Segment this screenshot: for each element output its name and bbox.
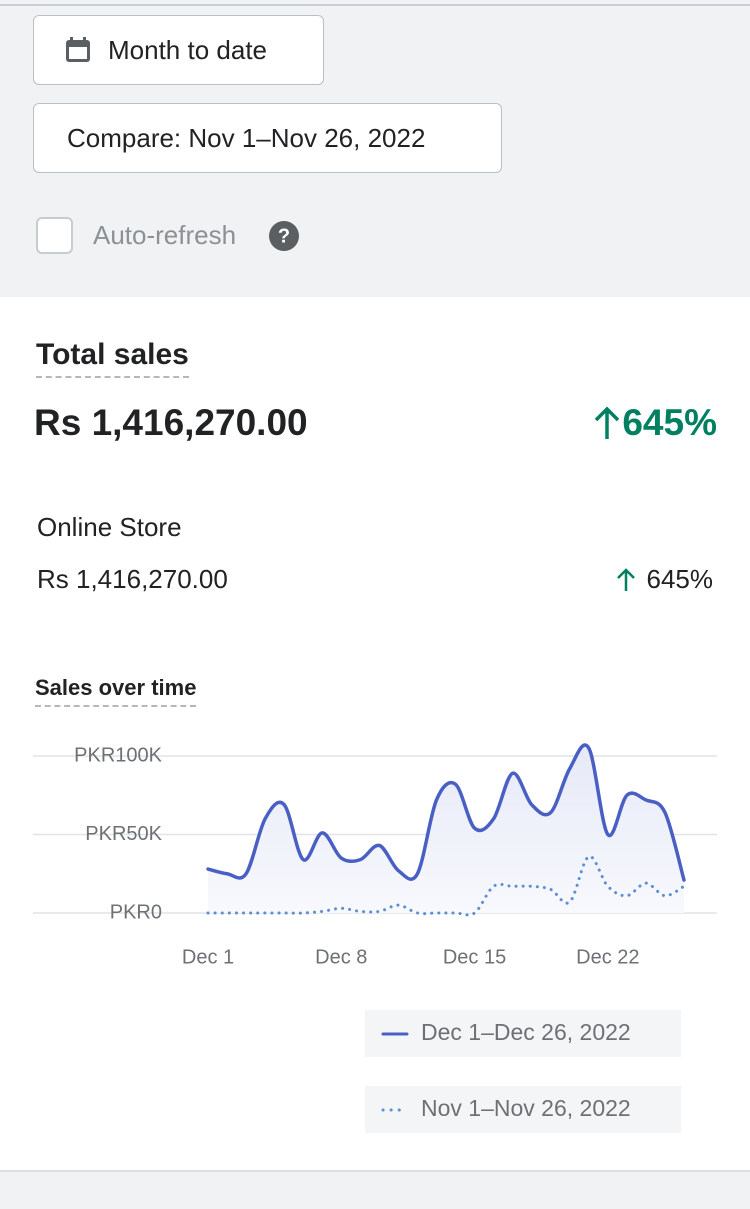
series-line [206,854,686,917]
x-tick-label: Dec 22 [576,946,639,968]
y-tick-label: PKR50K [85,823,162,845]
auto-refresh-label: Auto-refresh [93,220,237,250]
compare-label: Compare: Nov 1–Nov 26, 2022 [67,122,426,153]
up-arrow [595,406,620,439]
legend-label: Nov 1–Nov 26, 2022 [421,1095,631,1121]
series-line [206,743,686,882]
legend-item [365,1086,681,1133]
x-tick-label: Dec 1 [182,946,234,968]
channel-name: Online Store [37,512,182,542]
x-tick-label: Dec 15 [443,946,506,968]
auto-refresh-checkbox[interactable] [36,217,73,254]
svg-text:?: ? [278,225,290,247]
up-arrow [616,567,635,591]
legend-label: Dec 1–Dec 26, 2022 [421,1019,631,1045]
card-title: Total sales [36,338,189,378]
channel-value: Rs 1,416,270.00 [37,564,228,594]
area [208,745,684,913]
top-border [0,4,750,6]
chart: PKR0 PKR50K PKR100K Dec 1 Dec 8 Dec 15 Dec 22 D… [33,743,717,1133]
chart-title: Sales over time [35,675,197,707]
total-change: 645% [592,402,717,444]
total-value: Rs 1,416,270.00 [34,402,308,443]
help-icon[interactable]: ? [268,220,300,252]
x-tick-label: Dec 8 [315,946,367,968]
total-change-value: 645% [622,402,717,443]
date-range-button[interactable]: Month to date [33,15,324,85]
date-range-label: Month to date [108,34,267,65]
y-tick-label: PKR100K [74,744,162,766]
compare-button[interactable]: Compare: Nov 1–Nov 26, 2022 [33,103,502,173]
channel-change: 645% [615,564,714,595]
y-tick-label: PKR0 [110,901,162,923]
channel-change-value: 645% [646,564,714,594]
calendar-icon [66,37,90,62]
legend-item [365,1010,681,1057]
